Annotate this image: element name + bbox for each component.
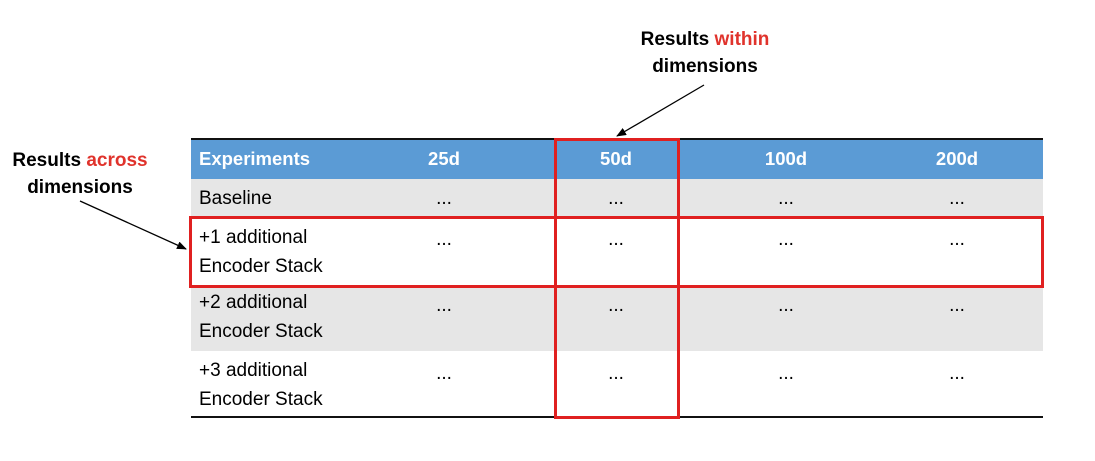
column-header-100d: 100d <box>764 148 808 169</box>
cell-baseline-50d: ... <box>608 188 624 209</box>
callout-across-highlight: across <box>86 150 148 171</box>
row-band-baseline <box>191 179 1043 218</box>
column-header-25d: 25d <box>428 148 460 169</box>
cell-plus3-100d: ... <box>778 363 794 384</box>
callout-results-within: Results within dimensions <box>620 26 790 80</box>
arrow-within <box>616 84 705 137</box>
callout-within-prefix: Results <box>640 29 715 50</box>
row-label-line1: +3 additional <box>199 360 308 381</box>
row-label-plus3: +3 additional Encoder Stack <box>199 356 399 414</box>
row-label-plus1: +1 additional Encoder Stack <box>199 223 399 281</box>
cell-plus2-200d: ... <box>949 295 965 316</box>
table-header-bar <box>191 139 1043 179</box>
callout-within-highlight: within <box>714 29 770 50</box>
row-label-plus2: +2 additional Encoder Stack <box>199 288 399 346</box>
row-band-plus1 <box>191 218 1043 286</box>
row-label-baseline: Baseline <box>199 188 272 209</box>
row-band-plus2 <box>191 286 1043 351</box>
callout-across-line2: dimensions <box>27 177 133 198</box>
callout-across-prefix: Results <box>12 150 87 171</box>
cell-plus1-25d: ... <box>436 229 452 250</box>
cell-plus1-200d: ... <box>949 229 965 250</box>
row-label-line2: Encoder Stack <box>199 256 323 277</box>
cell-plus1-100d: ... <box>778 229 794 250</box>
cell-plus1-50d: ... <box>608 229 624 250</box>
callout-results-across: Results across dimensions <box>0 147 160 201</box>
cell-baseline-200d: ... <box>949 188 965 209</box>
highlight-box-row <box>189 216 1044 288</box>
row-band-plus3 <box>191 351 1043 417</box>
highlight-box-column <box>554 138 680 419</box>
cell-plus3-50d: ... <box>608 363 624 384</box>
row-label-line2: Encoder Stack <box>199 389 323 410</box>
column-header-50d: 50d <box>600 148 632 169</box>
cell-plus3-200d: ... <box>949 363 965 384</box>
column-header-experiments: Experiments <box>199 148 311 169</box>
cell-plus2-25d: ... <box>436 295 452 316</box>
cell-baseline-100d: ... <box>778 188 794 209</box>
cell-plus2-100d: ... <box>778 295 794 316</box>
cell-plus3-25d: ... <box>436 363 452 384</box>
arrow-across <box>79 200 187 250</box>
row-label-line1: +2 additional <box>199 292 308 313</box>
cell-plus2-50d: ... <box>608 295 624 316</box>
column-header-200d: 200d <box>935 148 979 169</box>
row-label-line1: +1 additional <box>199 227 308 248</box>
row-label-line2: Encoder Stack <box>199 321 323 342</box>
cell-baseline-25d: ... <box>436 188 452 209</box>
callout-within-line2: dimensions <box>652 56 758 77</box>
